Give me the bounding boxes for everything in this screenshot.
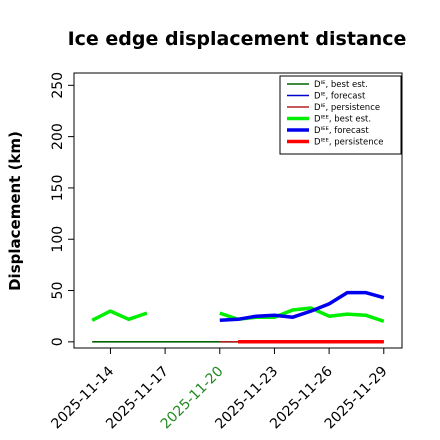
y-tick-label: 200 — [50, 123, 66, 150]
plot-frame — [73, 72, 403, 349]
y-tick-label: 0 — [50, 337, 66, 346]
legend-label: Dᴵᴱ, persistence — [314, 103, 380, 113]
x-axis: 2025-11-142025-11-172025-11-202025-11-23… — [48, 348, 391, 432]
y-tick-label: 150 — [50, 175, 66, 202]
legend-label: Dᴵᴱ, forecast — [314, 92, 366, 102]
chart-title: Ice edge displacement distance — [68, 28, 407, 50]
series-layer — [91, 290, 385, 344]
series-line — [219, 290, 385, 323]
y-tick-label: 250 — [50, 72, 66, 99]
y-axis: 0 50 100 150 200 250 — [50, 72, 74, 346]
legend-label: Dᴵᴱᴱ, persistence — [314, 138, 383, 148]
y-axis-label: Displacement (km) — [6, 131, 24, 291]
y-tick-label: 100 — [50, 226, 66, 253]
series-4 — [219, 290, 385, 323]
legend-label: Dᴵᴱᴱ, best est. — [314, 115, 371, 125]
series-line — [91, 309, 148, 322]
y-tick-label: 50 — [50, 282, 66, 300]
legend-label: Dᴵᴱ, best est. — [314, 80, 368, 90]
legend-label: Dᴵᴱᴱ, forecast — [314, 126, 369, 136]
